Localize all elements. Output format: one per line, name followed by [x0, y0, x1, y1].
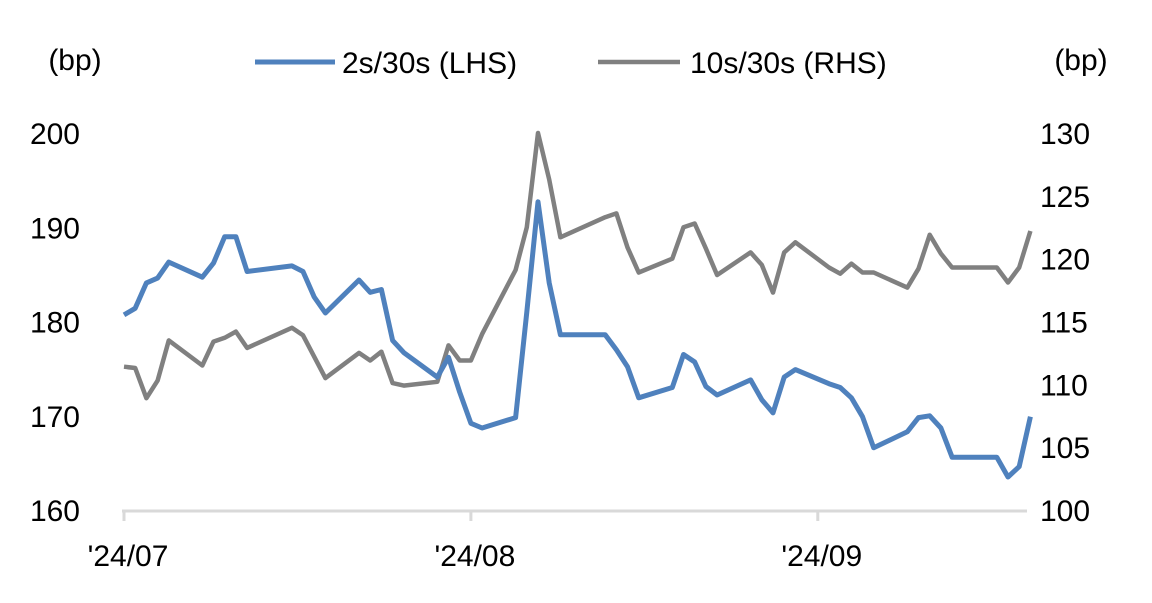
left-tick-label: 160: [30, 495, 80, 528]
right-tick-label: 115: [1040, 307, 1088, 340]
right-tick-label: 120: [1040, 244, 1090, 277]
left-tick-label: 180: [30, 307, 80, 340]
right-tick-label: 100: [1040, 495, 1090, 528]
legend-label-2s30s: 2s/30s (LHS): [342, 47, 517, 80]
x-tick-label: '24/07: [88, 540, 169, 573]
left-axis-ticks: 160 170 180 190 200: [30, 118, 80, 528]
right-axis-unit-label: (bp): [1054, 44, 1107, 77]
series-line-2s30s: [122, 199, 1033, 480]
x-tick-label: '24/09: [781, 540, 862, 573]
legend: 2s/30s (LHS) 10s/30s (RHS): [255, 47, 887, 80]
right-tick-label: 130: [1040, 118, 1090, 151]
legend-label-10s30s: 10s/30s (RHS): [690, 47, 887, 80]
left-axis-unit-label: (bp): [48, 44, 101, 77]
x-tick-label: '24/08: [434, 540, 515, 573]
right-tick-label: 110: [1040, 369, 1088, 402]
x-axis-ticks: '24/07 '24/08 '24/09: [88, 511, 862, 573]
series-line-10s30s: [123, 130, 1033, 401]
left-tick-label: 200: [30, 118, 80, 151]
left-tick-label: 170: [30, 401, 80, 434]
left-tick-label: 190: [30, 212, 80, 245]
series-layer: [122, 130, 1033, 480]
right-tick-label: 125: [1040, 181, 1090, 214]
right-axis-ticks: 100 105 110 115 120 125 130: [1040, 118, 1090, 528]
right-tick-label: 105: [1040, 432, 1090, 465]
